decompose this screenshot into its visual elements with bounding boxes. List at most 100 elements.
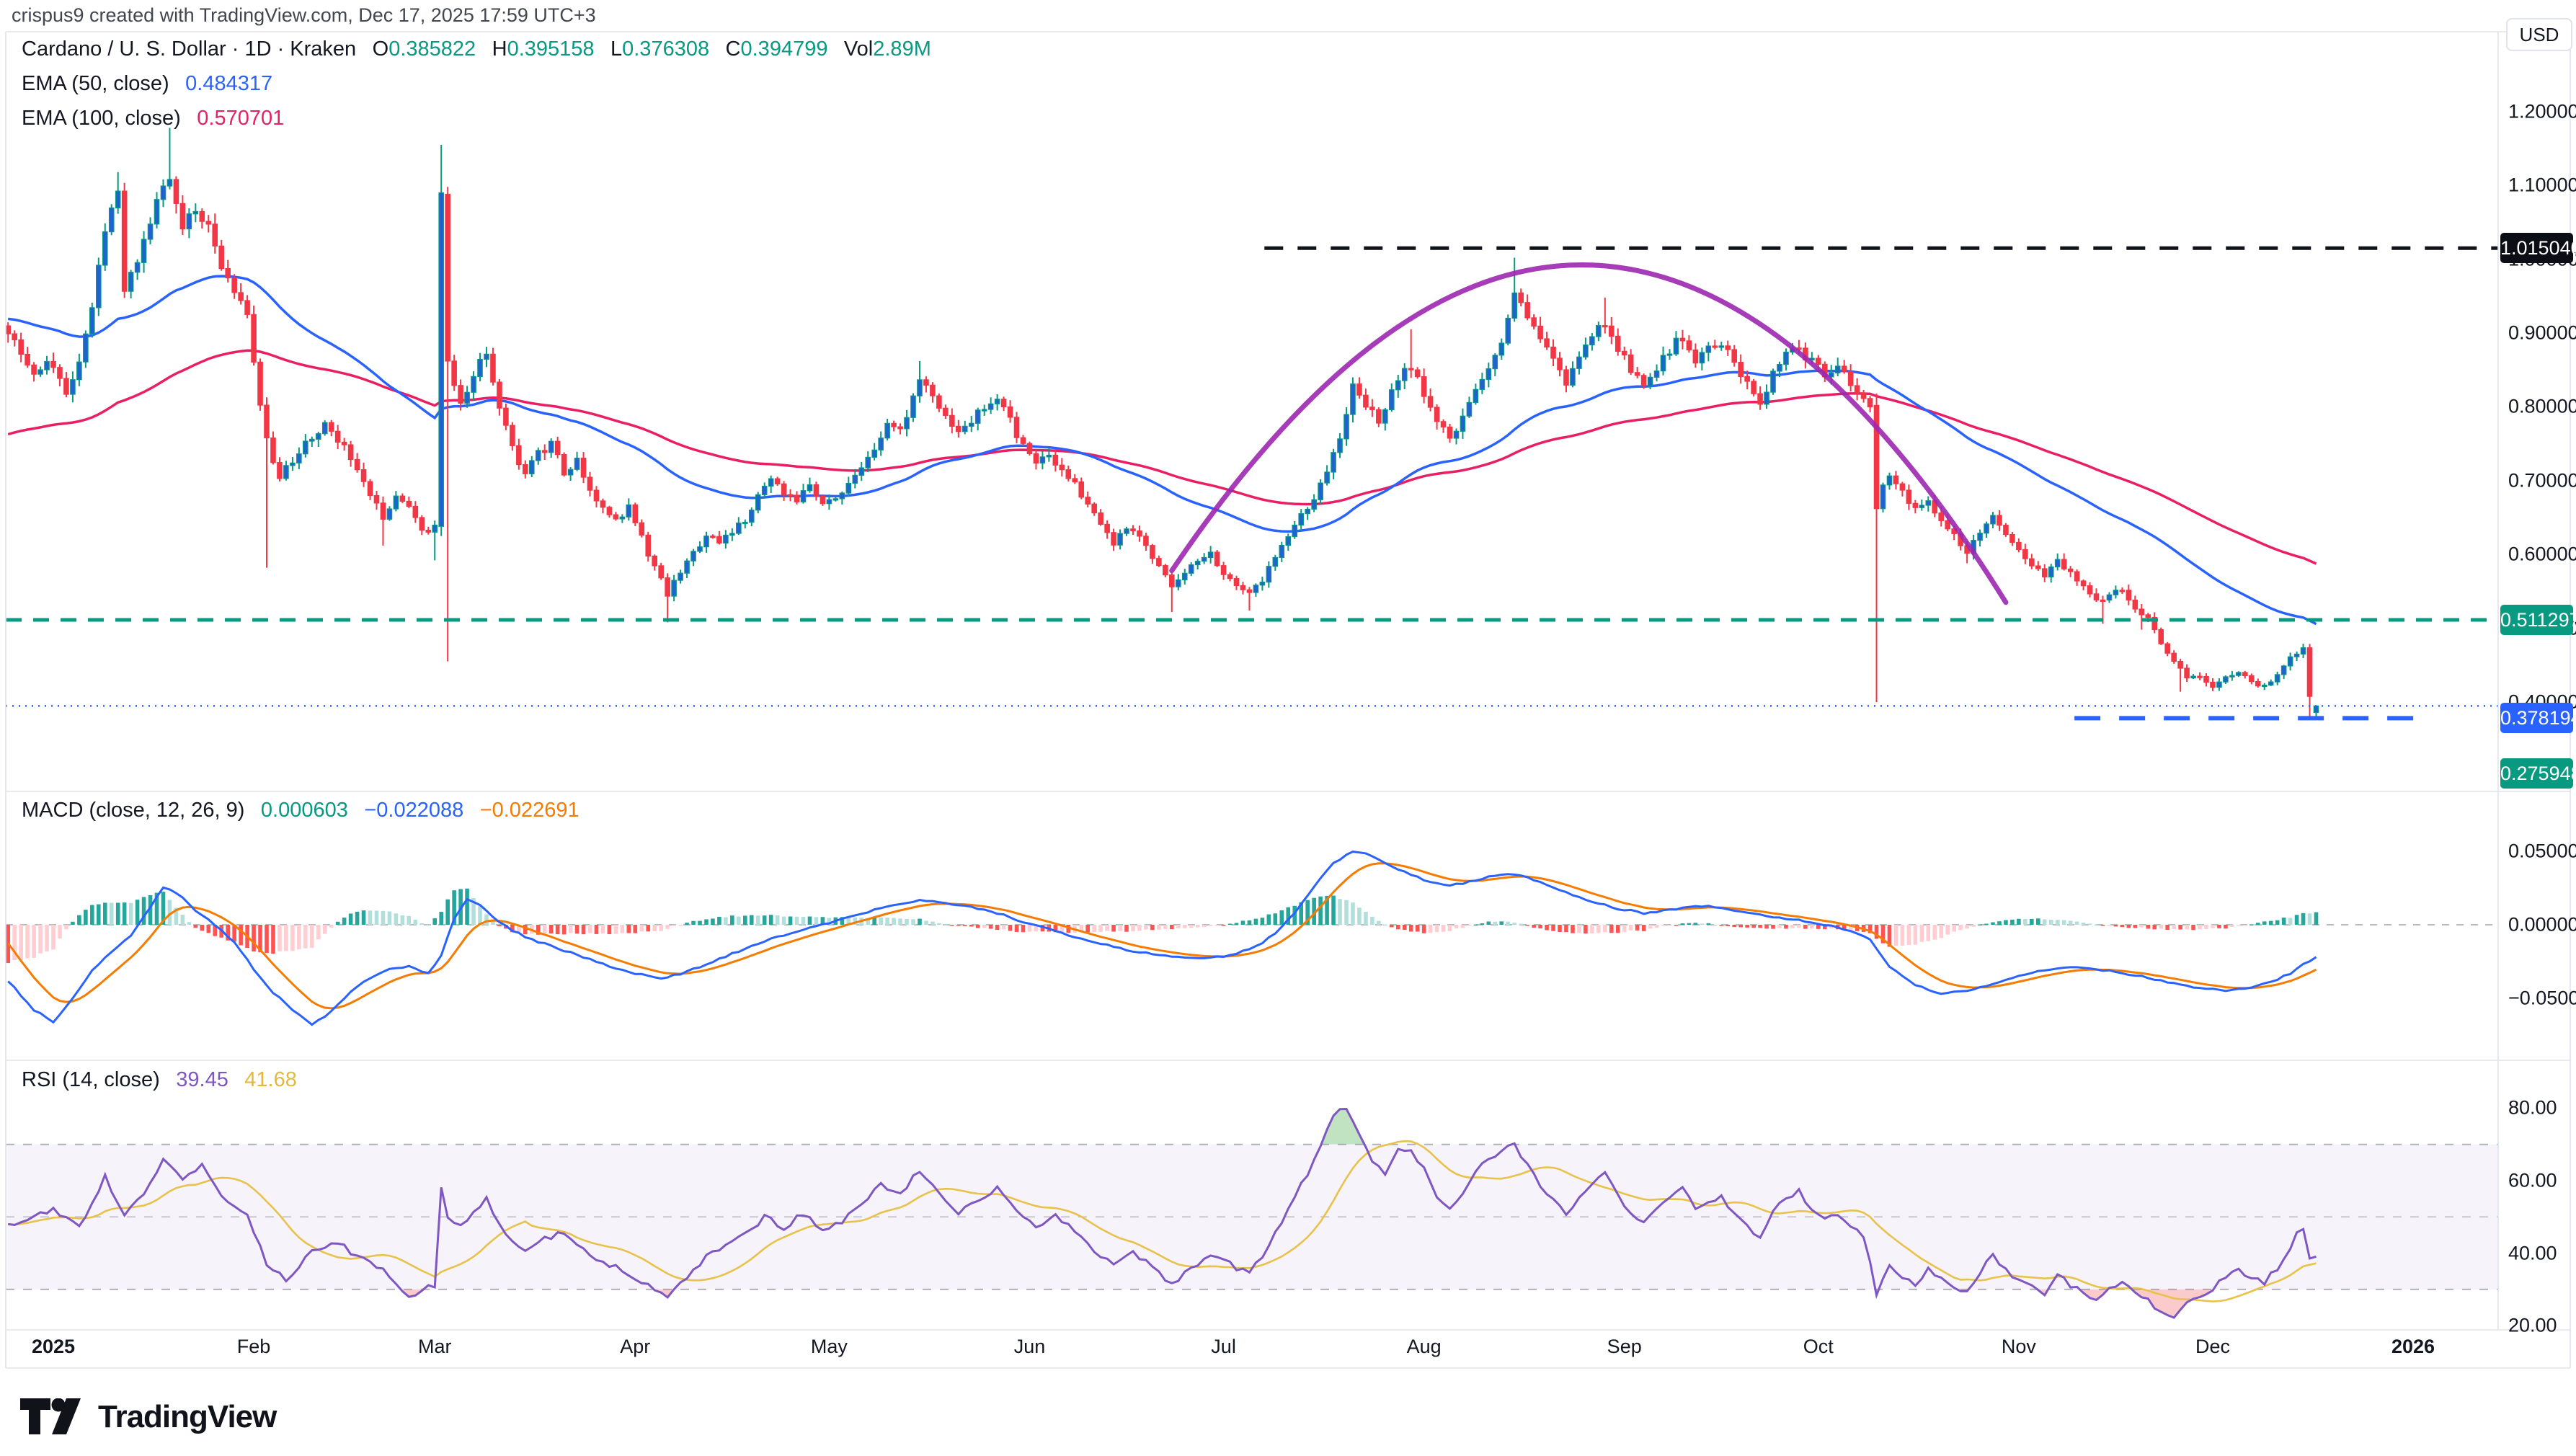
rsi-ma-line[interactable] bbox=[8, 1140, 2317, 1302]
macd-histogram-bar bbox=[1848, 925, 1853, 931]
macd-histogram-bar bbox=[465, 888, 469, 925]
macd-histogram-bar bbox=[265, 925, 269, 954]
ema50-label[interactable]: EMA (50, close) bbox=[22, 72, 169, 95]
macd-histogram-bar bbox=[187, 922, 192, 925]
time-axis[interactable]: 2025 Feb Mar Apr May Jun Jul Aug Sep Oct Nov Dec 202… bbox=[0, 1330, 2498, 1364]
candle-up bbox=[154, 199, 160, 225]
rsi-pane[interactable] bbox=[6, 1107, 2498, 1319]
candle-down bbox=[1544, 338, 1550, 348]
candle-up bbox=[76, 361, 82, 381]
candle-up bbox=[2048, 566, 2054, 578]
macd-histogram-bar bbox=[1351, 902, 1355, 925]
macd-histogram-bar bbox=[1415, 925, 1420, 932]
macd-pane[interactable] bbox=[6, 850, 2498, 1026]
price-axis[interactable]: 1.2000001.1000001.0000000.9000000.800000… bbox=[2498, 32, 2576, 1336]
symbol-title[interactable]: Cardano / U. S. Dollar · 1D · Kraken bbox=[22, 37, 357, 61]
candle-up bbox=[1770, 370, 1776, 393]
macd-histogram-bar bbox=[561, 925, 567, 935]
candle-up bbox=[1453, 430, 1460, 439]
macd-histogram-bar bbox=[1564, 925, 1568, 933]
candle-down bbox=[1369, 407, 1375, 410]
candle-down bbox=[1867, 398, 1873, 408]
macd-histogram-bar bbox=[1661, 925, 1666, 926]
macd-histogram-bar bbox=[1984, 923, 1989, 925]
macd-histogram-bar bbox=[58, 925, 62, 938]
symbol-legend-row[interactable]: Cardano / U. S. Dollar · 1D · Kraken O0.… bbox=[22, 37, 931, 61]
macd-histogram-bar bbox=[361, 910, 366, 925]
candle-up bbox=[1466, 401, 1473, 417]
macd-histogram-bar bbox=[1447, 925, 1452, 931]
macd-histogram-bar bbox=[872, 917, 876, 925]
candle-down bbox=[1686, 340, 1692, 351]
ema100-label[interactable]: EMA (100, close) bbox=[22, 107, 181, 130]
candle-up bbox=[2216, 681, 2222, 688]
macd-histogram-bar bbox=[1253, 918, 1258, 925]
arc-annotation[interactable] bbox=[1169, 262, 2009, 605]
time-axis-label-dec: Dec bbox=[2195, 1336, 2230, 1357]
candle-down bbox=[936, 395, 942, 409]
main-pane[interactable] bbox=[6, 128, 2498, 721]
candle-up bbox=[1175, 579, 1181, 587]
macd-histogram-bar bbox=[2249, 924, 2254, 925]
macd-histogram-bar bbox=[1357, 907, 1362, 925]
macd-histogram-bar bbox=[368, 910, 373, 925]
candle-down bbox=[1634, 372, 1640, 376]
macd-histogram-bar bbox=[12, 925, 17, 961]
candle-down bbox=[419, 517, 425, 531]
candle-up bbox=[1253, 585, 1259, 593]
candle-up bbox=[290, 462, 296, 466]
candle-up bbox=[1783, 351, 1789, 365]
macd-histogram-bar bbox=[322, 925, 327, 934]
candle-up bbox=[574, 458, 580, 470]
macd-legend-row[interactable]: MACD (close, 12, 26, 9) 0.000603 −0.0220… bbox=[22, 799, 579, 822]
macd-histogram-bar bbox=[1292, 905, 1297, 925]
candle-down bbox=[18, 339, 24, 355]
ema50-legend-row[interactable]: EMA (50, close) 0.484317 bbox=[22, 72, 272, 96]
macd-histogram-bar bbox=[135, 900, 140, 925]
macd-histogram-bar bbox=[2133, 925, 2138, 928]
candle-down bbox=[2041, 568, 2048, 578]
macd-histogram-bar bbox=[762, 915, 767, 925]
macd-histogram-bar bbox=[1157, 925, 1161, 930]
macd-signal-line[interactable] bbox=[6, 862, 2317, 1010]
macd-histogram-bar bbox=[115, 902, 120, 925]
resistance-price-badge: 1.015040 bbox=[2500, 233, 2576, 264]
candle-up bbox=[309, 438, 315, 442]
candle-up bbox=[1259, 582, 1266, 586]
macd-label[interactable]: MACD (close, 12, 26, 9) bbox=[22, 799, 245, 822]
macd-histogram-bar bbox=[866, 918, 871, 925]
candle-up bbox=[1919, 505, 1925, 508]
macd-histogram-bar bbox=[1318, 896, 1323, 925]
ema100-line[interactable] bbox=[7, 349, 2317, 565]
candle-down bbox=[652, 555, 658, 567]
candle-up bbox=[393, 495, 399, 510]
macd-histogram-bar bbox=[2107, 925, 2112, 926]
macd-histogram-bar bbox=[2217, 925, 2221, 928]
ema100-legend-row[interactable]: EMA (100, close) 0.570701 bbox=[22, 107, 284, 130]
macd-histogram-bar bbox=[1227, 923, 1233, 925]
macd-histogram-bar bbox=[536, 925, 541, 935]
macd-histogram-bar bbox=[1176, 925, 1181, 928]
rsi-legend-row[interactable]: RSI (14, close) 39.45 41.68 bbox=[22, 1068, 297, 1092]
macd-histogram-bar bbox=[755, 915, 760, 925]
macd-histogram-bar bbox=[284, 925, 288, 951]
currency-toggle-button[interactable]: USD bbox=[2506, 18, 2572, 51]
macd-main-line[interactable] bbox=[7, 850, 2317, 1026]
candle-down bbox=[25, 353, 30, 365]
open-label: O bbox=[372, 37, 389, 61]
candle-up bbox=[296, 453, 302, 463]
macd-histogram-bar bbox=[685, 923, 689, 925]
rsi-label[interactable]: RSI (14, close) bbox=[22, 1068, 160, 1091]
macd-histogram-bar bbox=[1085, 925, 1090, 933]
macd-histogram-bar bbox=[381, 910, 386, 925]
tradingview-logo[interactable]: TradingView bbox=[20, 1398, 277, 1436]
ema50-line[interactable] bbox=[7, 275, 2317, 626]
macd-hist-value: 0.000603 bbox=[260, 799, 348, 822]
candle-down bbox=[425, 530, 432, 533]
candle-down bbox=[2145, 614, 2151, 618]
candle-down bbox=[1557, 358, 1563, 370]
rsi-main-line[interactable] bbox=[8, 1107, 2317, 1319]
candle-down bbox=[2061, 559, 2067, 569]
candle-up bbox=[2261, 684, 2268, 688]
